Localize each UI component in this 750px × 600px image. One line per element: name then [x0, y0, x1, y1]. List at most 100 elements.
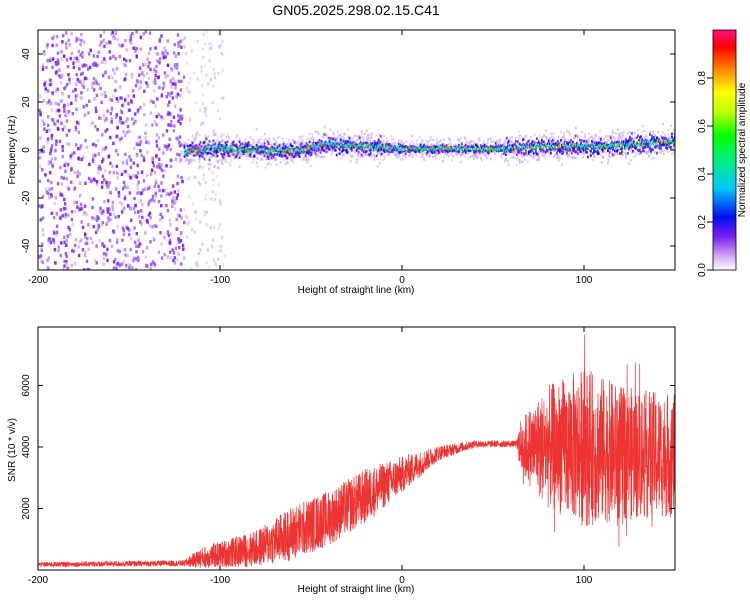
ridge-cell: [579, 138, 581, 142]
ridge-cell: [256, 150, 259, 154]
noise-cell: [85, 212, 88, 216]
ridge-core-cell: [622, 143, 624, 147]
ridge-cell: [265, 145, 268, 149]
ridge-core-cell: [247, 148, 250, 151]
ridge-halo-cell: [469, 140, 472, 144]
noise-cell: [102, 252, 106, 256]
noise-cell: [209, 78, 212, 82]
ridge-halo-cell: [619, 134, 621, 138]
noise-cell: [120, 110, 124, 114]
ridge-core-cell: [460, 148, 463, 151]
ridge-halo-cell: [255, 128, 258, 131]
ridge-cell: [320, 145, 323, 149]
noise-cell: [92, 54, 96, 58]
noise-cell: [52, 34, 56, 38]
ridge-halo-cell: [356, 135, 359, 138]
ridge-halo-cell: [445, 153, 448, 156]
noise-cell: [189, 118, 192, 122]
ridge-core-cell: [343, 144, 346, 147]
ridge-core-cell: [624, 142, 626, 145]
ridge-halo-cell: [349, 143, 352, 146]
noise-cell: [195, 209, 198, 213]
ridge-core-cell: [265, 149, 268, 153]
ridge-halo-cell: [631, 152, 633, 155]
ridge-cell: [313, 148, 316, 152]
ridge-cell: [204, 151, 207, 154]
ridge-halo-cell: [377, 133, 380, 136]
noise-cell: [205, 261, 208, 265]
noise-cell: [134, 257, 138, 261]
ridge-halo-cell: [468, 143, 471, 147]
noise-cell: [157, 184, 160, 189]
noise-cell: [165, 164, 168, 168]
noise-cell: [116, 125, 119, 130]
noise-cell: [125, 161, 129, 166]
noise-cell: [133, 46, 136, 50]
noise-cell: [51, 108, 54, 112]
ridge-core-cell: [451, 146, 454, 150]
noise-cell: [107, 154, 111, 158]
ridge-cell: [267, 142, 270, 146]
noise-cell: [213, 197, 217, 201]
ridge-core-cell: [486, 148, 489, 152]
ridge-core-cell: [436, 147, 439, 150]
noise-cell: [155, 133, 159, 137]
ridge-halo-cell: [514, 157, 517, 160]
ridge-halo-cell: [190, 160, 193, 164]
noise-cell: [97, 166, 100, 171]
noise-cell: [220, 161, 224, 165]
ridge-cell: [625, 141, 627, 144]
ridge-cell: [508, 150, 511, 153]
noise-cell: [44, 87, 47, 91]
noise-cell: [154, 191, 157, 195]
ridge-cell: [479, 149, 482, 153]
ridge-core-cell: [335, 144, 338, 147]
ridge-cell: [425, 148, 428, 152]
noise-cell: [121, 202, 124, 207]
noise-cell: [107, 75, 111, 79]
ridge-core-cell: [372, 144, 375, 147]
ridge-core-cell: [211, 149, 214, 152]
ridge-halo-cell: [581, 130, 583, 134]
ridge-halo-cell: [365, 153, 368, 156]
noise-cell: [99, 167, 102, 171]
noise-cell: [76, 171, 79, 175]
ridge-core-cell: [254, 149, 257, 153]
ridge-halo-cell: [594, 155, 596, 159]
ridge-core-cell: [328, 144, 331, 147]
ridge-halo-cell: [616, 146, 618, 149]
noise-cell: [39, 155, 42, 160]
noise-cell: [48, 57, 52, 61]
noise-cell: [47, 161, 50, 166]
ridge-cell: [262, 145, 265, 149]
ridge-halo-cell: [517, 130, 520, 133]
noise-cell: [111, 68, 115, 72]
ridge-halo-cell: [408, 155, 411, 158]
ridge-cell: [419, 145, 422, 148]
ridge-halo-cell: [606, 134, 608, 138]
ridge-halo-cell: [555, 153, 557, 156]
noise-cell: [120, 121, 123, 125]
ridge-cell: [235, 143, 238, 147]
ridge-cell: [193, 145, 196, 149]
noise-cell: [63, 125, 66, 129]
ridge-halo-cell: [400, 149, 403, 152]
noise-cell: [196, 260, 199, 264]
noise-cell: [61, 148, 64, 153]
ridge-halo-cell: [594, 137, 596, 140]
ridge-halo-cell: [499, 142, 502, 145]
noise-cell: [203, 213, 206, 217]
ridge-cell: [460, 142, 463, 145]
ridge-halo-cell: [343, 132, 346, 136]
noise-cell: [88, 99, 91, 103]
ridge-cell: [494, 141, 497, 145]
ridge-cell: [302, 146, 305, 149]
ridge-cell: [597, 152, 599, 156]
noise-cell: [118, 43, 121, 47]
ridge-cell: [630, 138, 632, 142]
ridge-core-cell: [365, 145, 368, 148]
noise-cell: [176, 152, 179, 156]
noise-cell: [123, 184, 126, 189]
ridge-halo-cell: [484, 142, 487, 146]
ridge-halo-cell: [533, 133, 536, 137]
